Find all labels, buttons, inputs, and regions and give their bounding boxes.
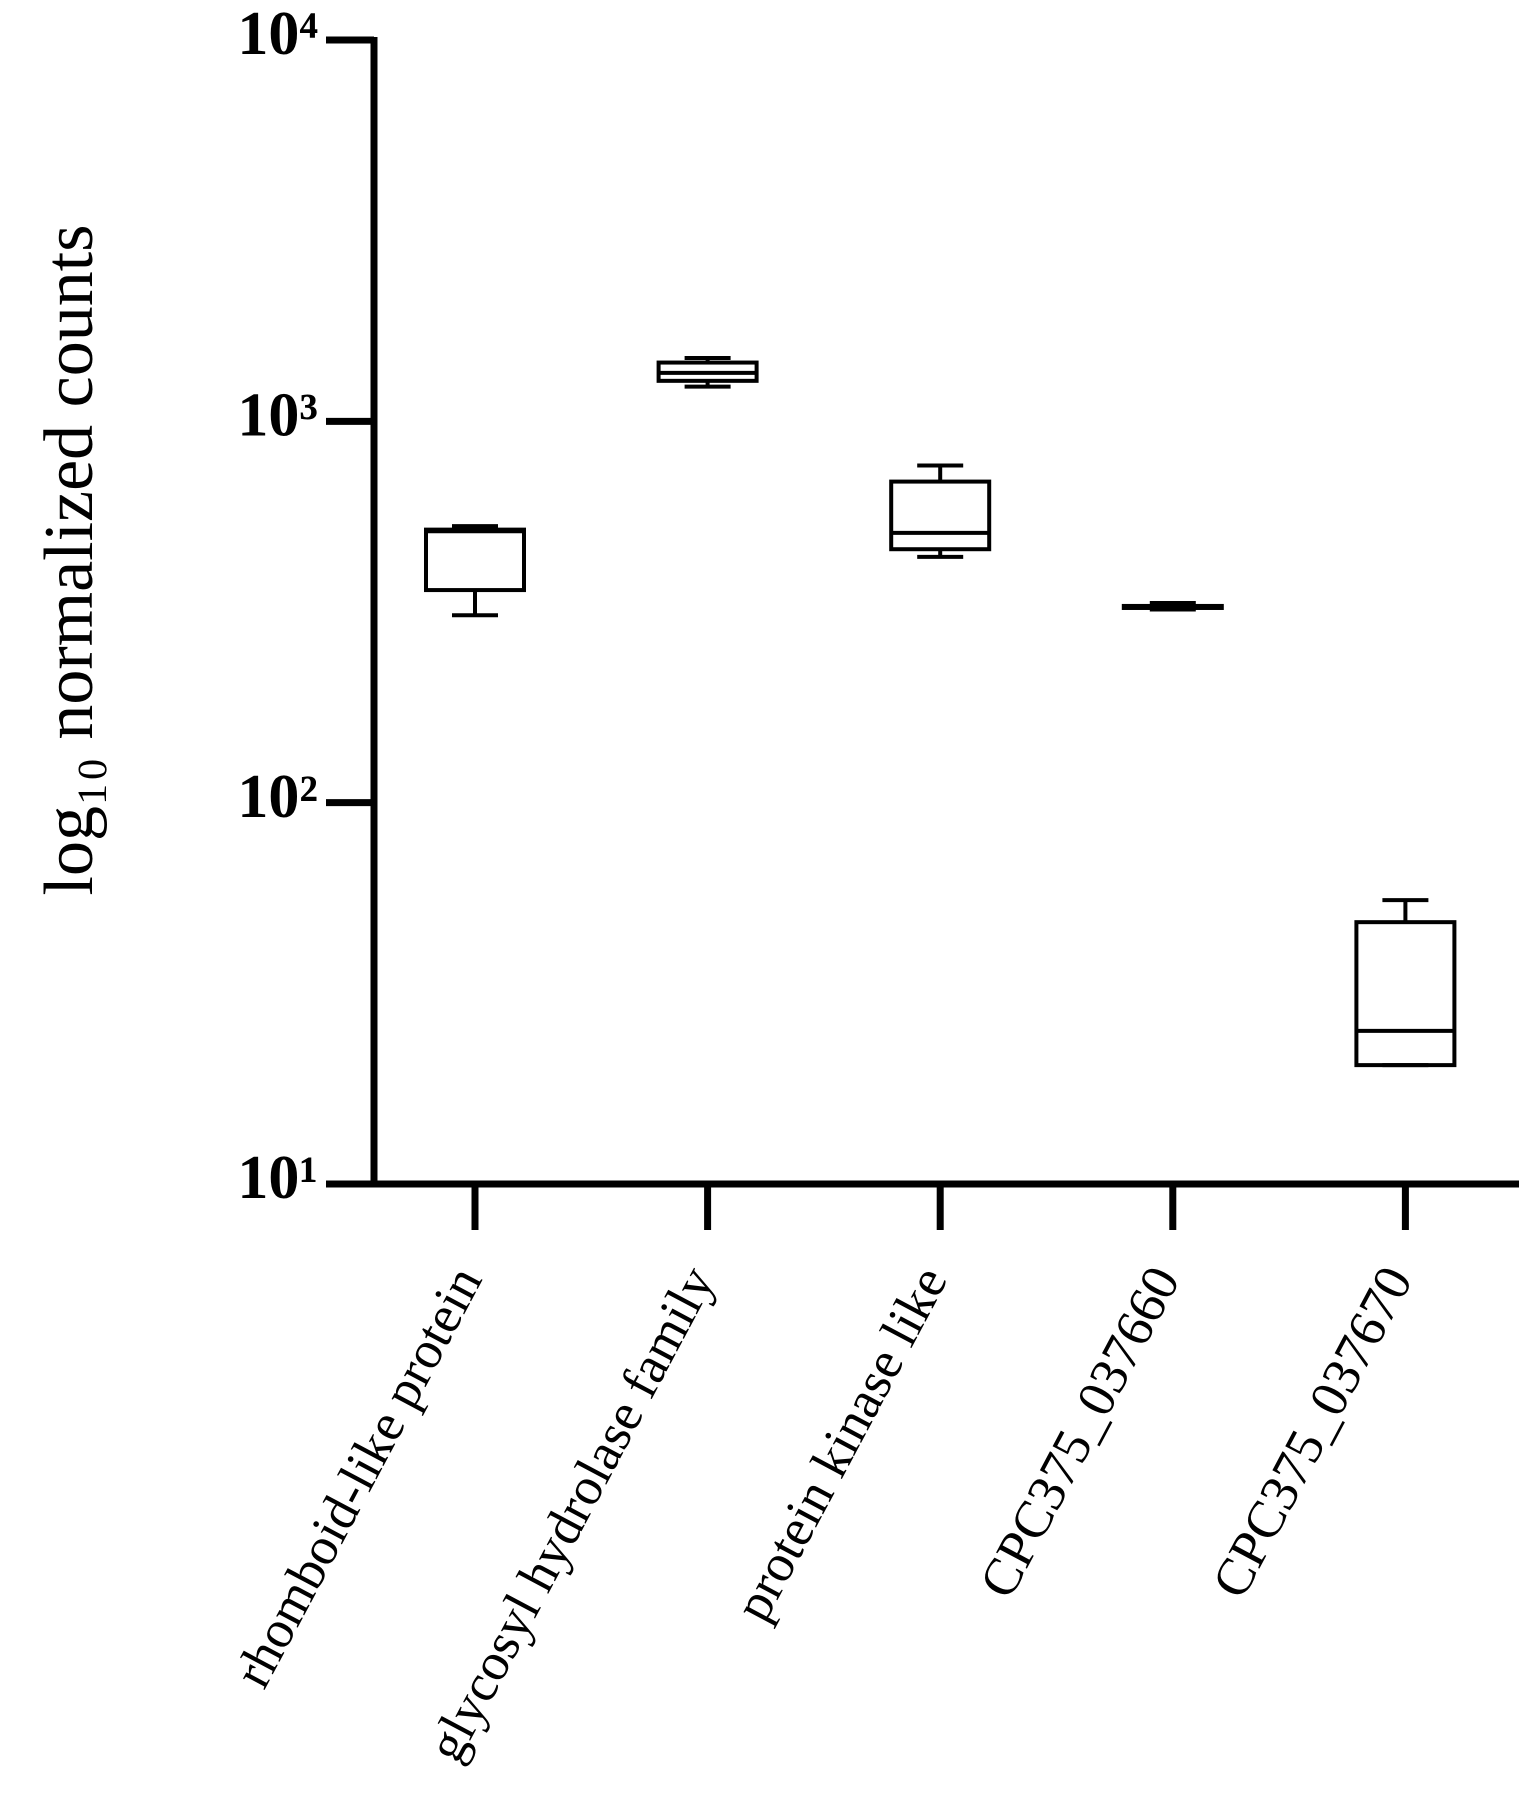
y-tick-label: 10⁴: [237, 0, 318, 68]
x-tick-label: protein kinase like: [724, 1257, 959, 1630]
box: [1354, 920, 1457, 1068]
y-tick-label: 10¹: [237, 1144, 318, 1212]
box: [889, 479, 992, 552]
y-tick-label: 10³: [237, 382, 318, 450]
box: [424, 527, 526, 593]
x-tick-label: CPC375_037670: [1201, 1257, 1424, 1607]
y-tick-label: 10²: [237, 763, 318, 831]
x-tick-label: rhomboid-like protein: [223, 1257, 493, 1696]
y-axis-label: log₁₀ normalized counts: [31, 225, 108, 896]
x-tick-label: CPC375_037660: [969, 1257, 1192, 1607]
